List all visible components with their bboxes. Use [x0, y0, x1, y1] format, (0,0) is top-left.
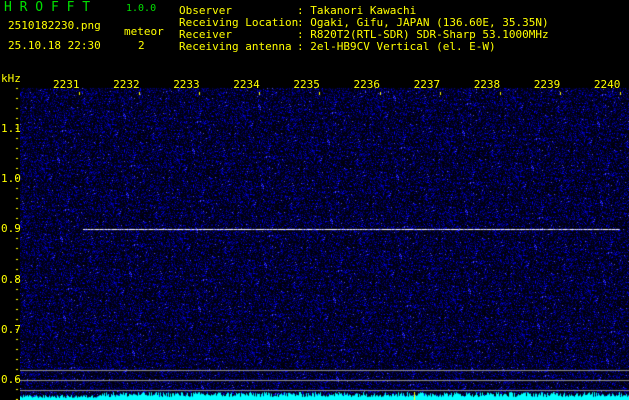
info-antenna: Receiving antenna : 2el-HB9CV Vertical (e… — [179, 41, 496, 53]
meteor-count: 2 — [138, 39, 145, 52]
app-title: H R O F F T — [4, 0, 91, 15]
x-tick-label: 2235 — [293, 78, 320, 91]
spectrogram — [20, 78, 629, 400]
x-tick-label: 2237 — [413, 78, 441, 91]
x-tick-label: 2239 — [533, 78, 561, 91]
x-tick-label: 2236 — [353, 78, 381, 91]
app-version: 1.0.0 — [126, 3, 157, 14]
x-tick-label: 2232 — [113, 78, 140, 91]
info-value: : 2el-HB9CV Vertical (el. E-W) — [297, 40, 496, 53]
info-location: Receiving Location: Ogaki, Gifu, JAPAN (… — [179, 17, 549, 29]
x-tick-label: 2234 — [233, 78, 260, 91]
info-observer: Observer : Takanori Kawachi — [179, 5, 416, 17]
x-tick-label: 2238 — [473, 78, 501, 91]
date-time: 25.10.18 22:30 — [8, 39, 101, 52]
station-info: Observer : Takanori Kawachi Receiving Loc… — [179, 5, 549, 65]
info-key: Receiver — [179, 28, 232, 41]
info-receiver: Receiver : R820T2(RTL-SDR) SDR-Sharp 53.1… — [179, 29, 549, 41]
info-value: : R820T2(RTL-SDR) SDR-Sharp 53.1000MHz — [297, 28, 549, 41]
file-name: 2510182230.png — [8, 19, 101, 32]
info-key: Observer — [179, 4, 232, 17]
x-tick-label: 2233 — [173, 78, 200, 91]
info-value: : Takanori Kawachi — [297, 4, 417, 17]
info-key: Receiving Location — [179, 16, 299, 29]
meteor-label: meteor — [124, 25, 164, 38]
x-tick-label: 2231 — [53, 78, 80, 91]
info-key: Receiving antenna — [179, 40, 292, 53]
x-tick-label: 2240 — [593, 78, 621, 91]
info-value: : Ogaki, Gifu, JAPAN (136.60E, 35.35N) — [297, 16, 549, 29]
y-axis-ticks — [0, 78, 20, 400]
